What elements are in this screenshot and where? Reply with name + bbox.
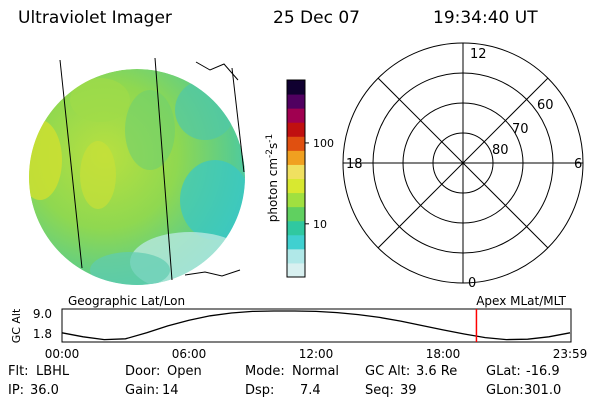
glon-value: 301.0 <box>524 383 562 398</box>
colorbar-segment <box>287 262 305 278</box>
gcalt-label: GC Alt: <box>365 364 411 379</box>
geo-grid-lines <box>59 57 245 281</box>
seq-value: 39 <box>400 383 417 398</box>
flt-label: Flt: <box>8 364 29 379</box>
ip-value: 36.0 <box>30 383 59 398</box>
apex-label: Apex MLat/MLT <box>476 294 566 308</box>
dsp-label: Dsp: <box>245 383 275 398</box>
door-label: Door: <box>125 364 161 379</box>
xtick-0000: 00:00 <box>45 347 80 361</box>
colorbar-tick-label: 10 <box>313 218 327 231</box>
colorbar-segment <box>287 192 305 208</box>
lat-label-60: 60 <box>537 98 554 113</box>
mode-label: Mode: <box>245 364 285 379</box>
mlt-label-0: 0 <box>468 276 476 291</box>
mode-value: Normal <box>292 364 340 379</box>
ytick-top: 9.0 <box>33 307 52 321</box>
colorbar-segment <box>287 248 305 264</box>
svg-text:photon cm-2s-1: photon cm-2s-1 <box>265 134 280 223</box>
mlt-label-12: 12 <box>470 47 487 62</box>
polar-diagonal-2 <box>377 77 549 249</box>
xtick-0600: 06:00 <box>172 347 207 361</box>
colorbar-segment <box>287 234 305 250</box>
xtick-2359: 23:59 <box>553 347 588 361</box>
geographic-label: Geographic Lat/Lon <box>68 294 185 308</box>
gcalt-value: 3.6 Re <box>416 364 458 379</box>
colorbar-segment <box>287 164 305 179</box>
door-value: Open <box>167 364 202 379</box>
gain-value: 14 <box>162 383 179 398</box>
flt-value: LBHL <box>36 364 70 379</box>
colorbar-segment <box>287 80 305 95</box>
colorbar-label: photon cm-2s-1 <box>265 134 280 223</box>
date-label: 25 Dec 07 <box>273 8 360 28</box>
seq-label: Seq: <box>365 383 394 398</box>
instrument-title: Ultraviolet Imager <box>18 8 172 28</box>
ip-label: IP: <box>8 383 25 398</box>
timeline-frame <box>61 308 572 343</box>
mlt-label-6: 6 <box>574 157 582 172</box>
colorbar-segment <box>287 108 305 123</box>
colorbar-segment <box>287 220 305 236</box>
colorbar-segment <box>287 206 305 222</box>
lat-label-80: 80 <box>492 143 509 158</box>
colorbar-stack <box>287 80 305 278</box>
mlt-label-18: 18 <box>346 157 363 172</box>
lat-label-70: 70 <box>512 122 529 137</box>
dsp-value: 7.4 <box>300 383 321 398</box>
colorbar-tick-label: 100 <box>313 137 334 150</box>
glon-label: GLon: <box>486 383 524 398</box>
xtick-1800: 18:00 <box>426 347 461 361</box>
ytick-bottom: 1.8 <box>33 327 52 341</box>
glat-label: GLat: <box>486 364 521 379</box>
colorbar-segment <box>287 122 305 137</box>
colorbar-segment <box>287 150 305 165</box>
colorbar-segment <box>287 178 305 194</box>
colorbar-segment <box>287 136 305 151</box>
gc-alt-axis-label: GC Alt <box>10 308 23 343</box>
xtick-1200: 12:00 <box>299 347 334 361</box>
gc-alt-series-line <box>61 310 571 341</box>
colorbar-segment <box>287 94 305 109</box>
time-label: 19:34:40 UT <box>433 8 538 28</box>
glat-value: -16.9 <box>526 364 560 379</box>
colorbar-ticks: 100 10 <box>305 137 334 231</box>
gain-label: Gain: <box>125 383 160 398</box>
